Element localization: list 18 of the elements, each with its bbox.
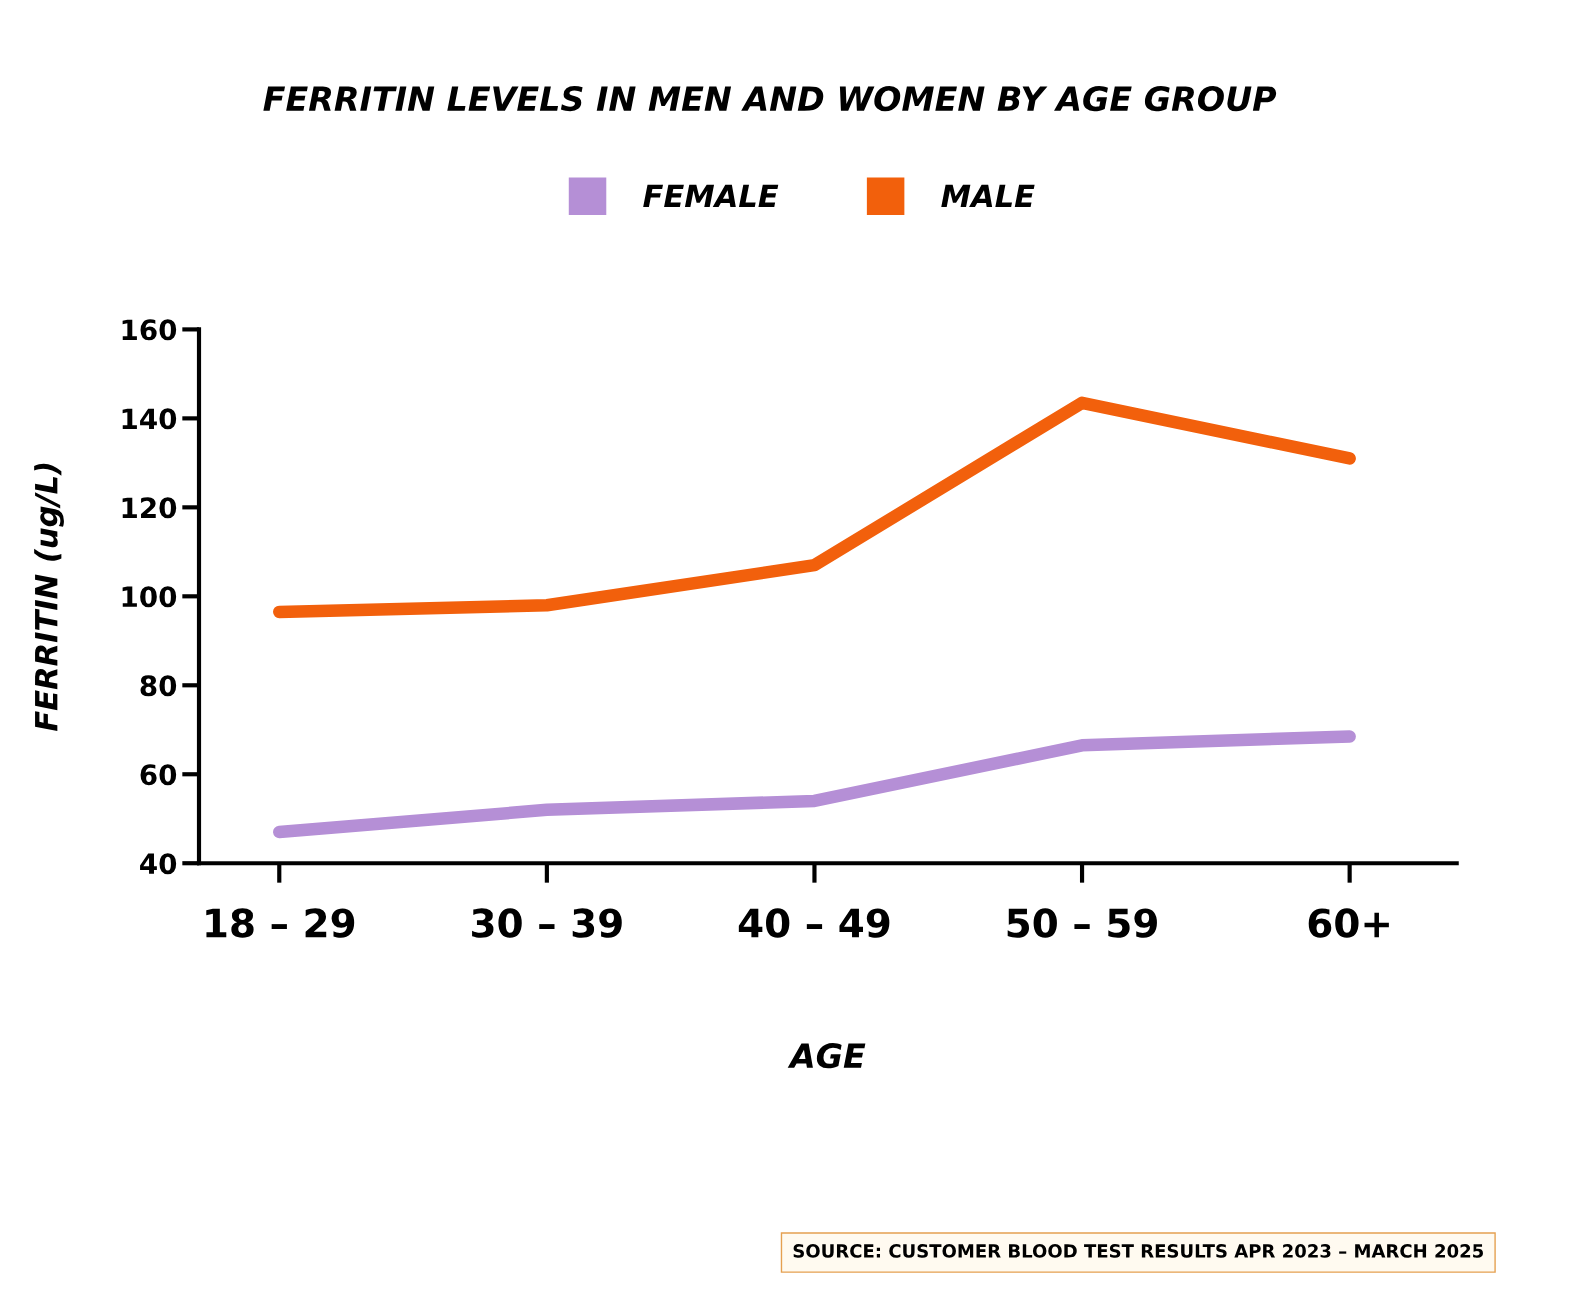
y-tick-label: 160 (122, 319, 177, 341)
y-tick-label: 80 (140, 675, 177, 697)
x-tick-label: 30 – 39 (472, 908, 622, 938)
x-tick-label: 60+ (1308, 908, 1389, 938)
x-axis-title: AGE (787, 1043, 866, 1069)
y-tick-label: 140 (122, 408, 177, 430)
x-tick-label: 40 – 49 (738, 908, 890, 938)
y-tick-label: 100 (122, 586, 177, 608)
legend-label: MALE (941, 184, 1035, 207)
y-tick-label: 60 (140, 764, 177, 786)
x-tick-label: 18 – 29 (206, 908, 355, 938)
x-tick-label: 50 – 59 (1007, 908, 1157, 938)
y-axis-title: FERRITIN (ug/L) (34, 463, 64, 732)
y-tick-label: 120 (122, 497, 177, 519)
y-tick-label: 40 (140, 853, 177, 875)
source-note: SOURCE: CUSTOMER BLOOD TEST RESULTS APR 2023 – MARCH 2025 (793, 1244, 1483, 1258)
chart-title: FERRITIN LEVELS IN MEN AND WOMEN BY AGE GROUP (263, 86, 1277, 112)
legend-label: FEMALE (643, 184, 779, 207)
